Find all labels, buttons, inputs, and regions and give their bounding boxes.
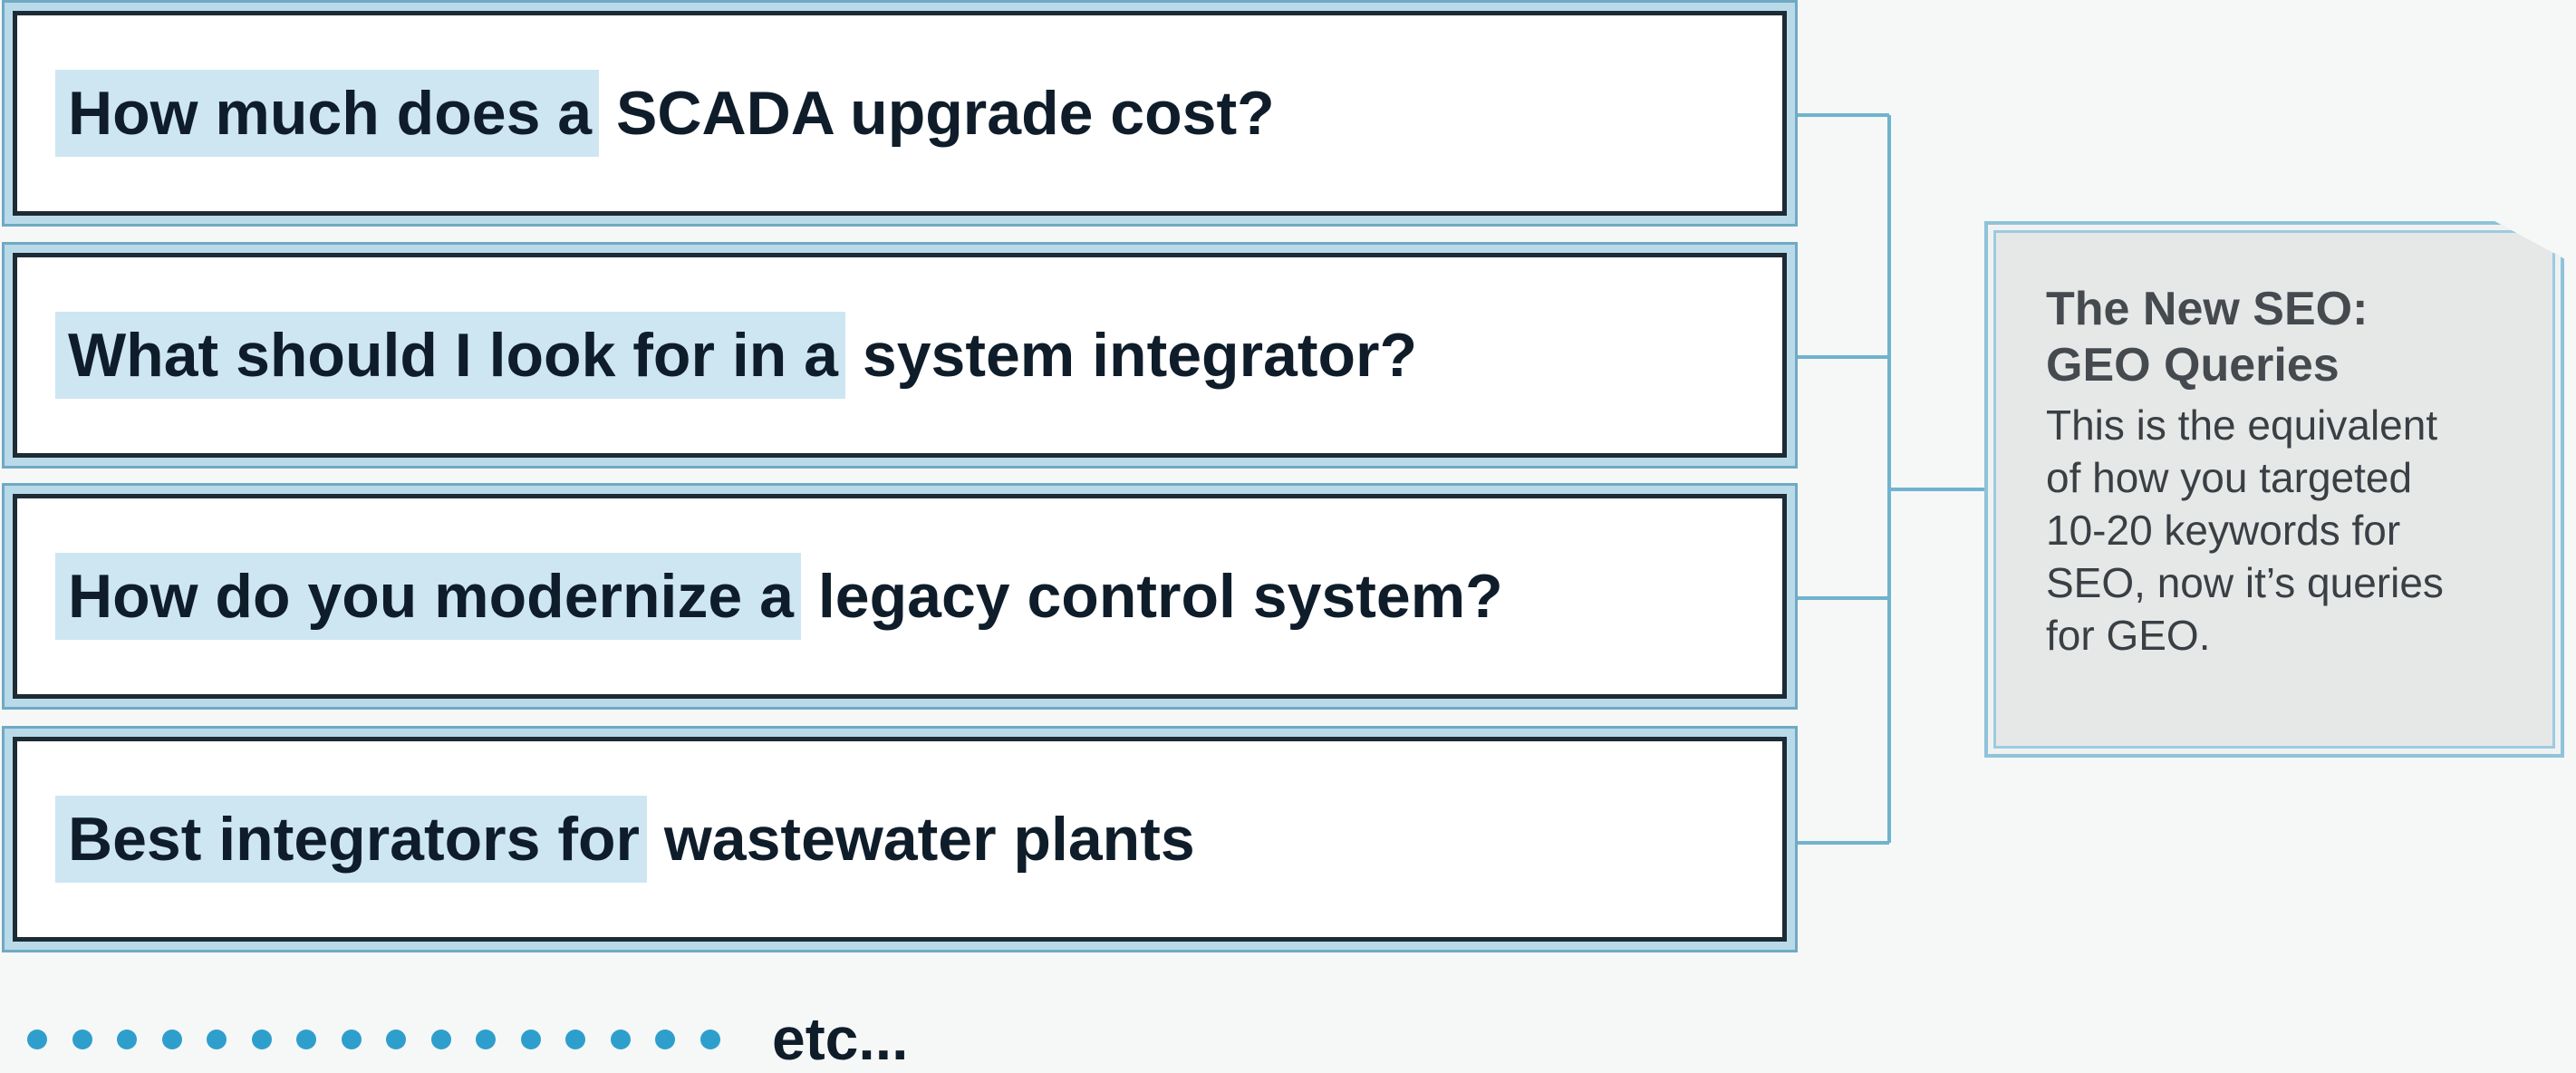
query-box: Best integrators for wastewater plants [13, 737, 1787, 942]
query-text: Best integrators for wastewater plants [55, 796, 1195, 883]
title-line: The New SEO: [2046, 283, 2369, 335]
callout: The New SEO: GEO Queries This is the equi… [1984, 221, 2564, 758]
query-rest: SCADA upgrade cost? [616, 79, 1275, 148]
callout-title: The New SEO: GEO Queries [2046, 281, 2533, 393]
query-highlight: How much does a [55, 70, 600, 157]
query-highlight: What should I look for in a [55, 312, 845, 399]
body-line: for GEO. [2046, 612, 2211, 659]
query-highlight: How do you modernize a [55, 553, 801, 640]
query-rest: wastewater plants [663, 805, 1195, 874]
title-line: GEO Queries [2046, 339, 2340, 392]
dot [610, 1030, 631, 1049]
query-highlight: Best integrators for [55, 796, 647, 883]
dot [476, 1030, 496, 1049]
query-text: How much does a SCADA upgrade cost? [55, 70, 1275, 157]
query-box: How much does a SCADA upgrade cost? [13, 11, 1787, 216]
query-rest: system integrator? [862, 321, 1418, 390]
more-label: etc... [772, 1005, 909, 1072]
dot [386, 1030, 406, 1049]
query-box: What should I look for in a system integ… [13, 253, 1787, 458]
query-text: What should I look for in a system integ… [55, 312, 1418, 399]
dot [296, 1030, 316, 1049]
dot [341, 1030, 362, 1049]
dot [27, 1030, 47, 1049]
dot [117, 1030, 137, 1049]
dot [655, 1030, 675, 1049]
query-text: How do you modernize a legacy control sy… [55, 553, 1503, 640]
dot [699, 1030, 720, 1049]
dot [72, 1030, 92, 1049]
dot [251, 1030, 272, 1049]
body-line: 10-20 keywords for [2046, 507, 2401, 554]
query-box: How do you modernize a legacy control sy… [13, 494, 1787, 699]
dot [430, 1030, 451, 1049]
dot [565, 1030, 585, 1049]
dot [161, 1030, 182, 1049]
query-rest: legacy control system? [817, 562, 1503, 631]
dot [207, 1030, 227, 1049]
dot [520, 1030, 541, 1049]
body-line: This is the equivalent [2046, 401, 2438, 449]
body-line: of how you targeted [2046, 454, 2413, 501]
callout-body: This is the equivalent of how you targete… [2046, 399, 2533, 662]
body-line: SEO, now it’s queries [2046, 559, 2444, 606]
